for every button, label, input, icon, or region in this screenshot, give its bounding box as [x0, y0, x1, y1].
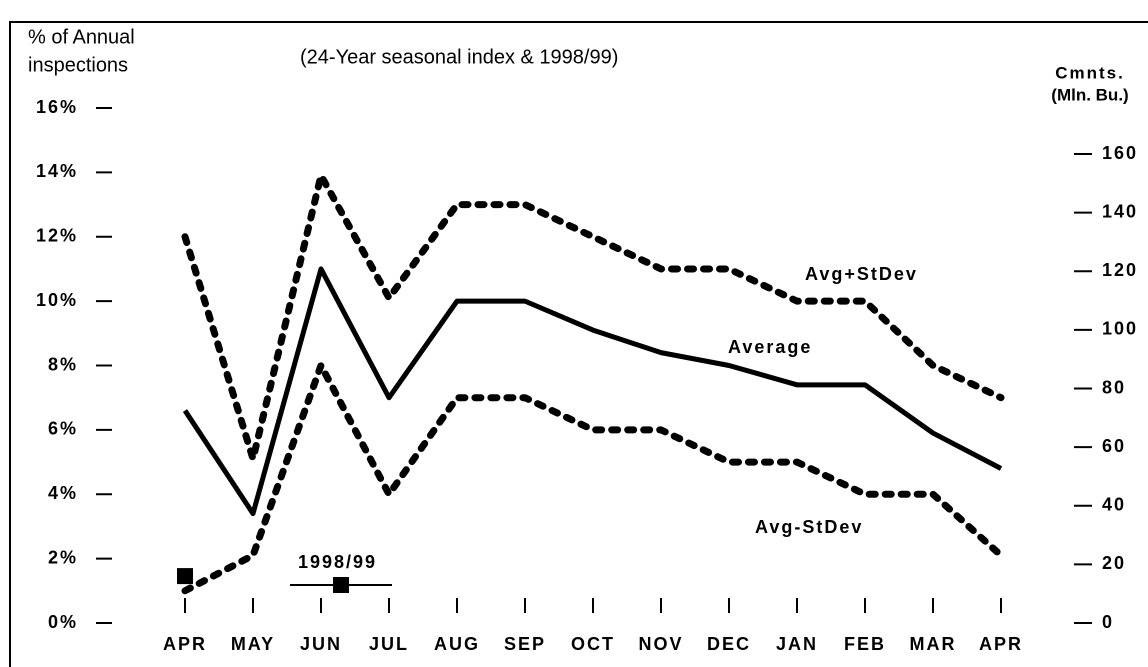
- x-tick-label: OCT: [571, 634, 615, 654]
- y2-tick-label: 60: [1102, 436, 1126, 456]
- x-tick-label: AUG: [434, 634, 480, 654]
- x-tick-label: JUN: [300, 634, 342, 654]
- x-tick-label: MAY: [231, 634, 275, 654]
- x-tick-label: APR: [979, 634, 1023, 654]
- x-tick-label: SEP: [504, 634, 546, 654]
- y-tick-label: 6%: [48, 419, 78, 439]
- y2-tick-label: 80: [1102, 377, 1126, 397]
- x-tick-label: JAN: [776, 634, 818, 654]
- x-tick-label: MAR: [910, 634, 957, 654]
- series-line: [181, 362, 1005, 595]
- series-label: Average: [728, 337, 812, 357]
- y2-tick-label: 140: [1102, 201, 1138, 221]
- frame: [9, 21, 1148, 667]
- y2-tick-label: 40: [1102, 495, 1126, 515]
- y-axis-label: % of Annual: [28, 26, 135, 48]
- y-axis-label: inspections: [28, 54, 128, 76]
- y2-tick-label: 20: [1102, 553, 1126, 573]
- series-label: Avg+StDev: [805, 264, 918, 284]
- x-tick-label: FEB: [844, 634, 886, 654]
- series-line: [182, 266, 1003, 517]
- y2-tick-label: 0: [1102, 612, 1114, 632]
- x-tick-label: DEC: [707, 634, 751, 654]
- y-tick-label: 4%: [48, 483, 78, 503]
- x-tick-label: JUL: [369, 634, 409, 654]
- y-tick-label: 12%: [36, 226, 78, 246]
- y2-axis-label: Cmnts.: [1055, 63, 1125, 82]
- marker: [177, 568, 193, 585]
- series-label: Avg-StDev: [755, 517, 863, 537]
- y2-tick-label: 120: [1102, 260, 1138, 280]
- y-tick-label: 2%: [48, 547, 78, 567]
- y-tick-label: 16%: [36, 97, 78, 117]
- x-tick-label: APR: [163, 634, 207, 654]
- y-tick-label: 10%: [36, 290, 78, 310]
- series-line: [181, 172, 1005, 463]
- y2-tick-label: 100: [1102, 319, 1138, 339]
- subtitle: (24-Year seasonal index & 1998/99): [300, 46, 618, 68]
- y2-axis-label: (Mln. Bu.): [1051, 85, 1128, 104]
- y-tick-label: 14%: [36, 161, 78, 181]
- y-tick-label: 8%: [48, 354, 78, 374]
- y-tick-label: 0%: [48, 612, 78, 632]
- y2-tick-label: 160: [1102, 143, 1138, 163]
- legend-label: 1998/99: [298, 552, 377, 572]
- x-tick-label: NOV: [638, 634, 683, 654]
- legend-marker: [333, 577, 349, 593]
